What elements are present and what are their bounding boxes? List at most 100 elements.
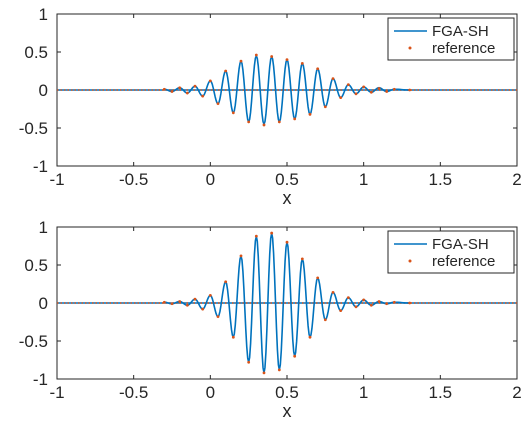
series-point-reference: [346, 83, 350, 87]
x-tick-label: 0.5: [275, 383, 299, 402]
series-point-reference: [208, 79, 212, 83]
series-point-reference: [201, 94, 205, 98]
series-point-reference: [285, 58, 289, 61]
y-tick-label: 0.5: [24, 256, 48, 275]
x-axis-label: x: [283, 401, 292, 421]
x-tick-label: 0: [206, 170, 215, 189]
y-tick-label: 0: [39, 294, 48, 313]
x-tick-label: 1: [359, 383, 368, 402]
series-point-reference: [193, 84, 197, 88]
series-point-reference: [201, 307, 205, 311]
legend-point-swatch: [408, 46, 412, 50]
legend-label-reference: reference: [432, 40, 495, 57]
y-tick-label: 0.5: [24, 43, 48, 62]
y-tick-label: -0.5: [19, 119, 48, 138]
series-point-reference: [270, 231, 274, 235]
series-point-reference: [208, 294, 212, 297]
series-point-reference: [377, 87, 381, 90]
series-point-reference: [185, 91, 189, 95]
series-point-reference: [377, 300, 381, 303]
x-tick-label: 1.5: [429, 383, 453, 402]
series-point-reference: [331, 77, 335, 80]
series-point-reference: [178, 86, 182, 90]
series-point-reference: [277, 120, 281, 124]
x-tick-label: 1.5: [429, 170, 453, 189]
subplot-top: -1 -0.5 0 0.5 1 1.5 2 1 0.5 0 -0.5 -1 x FGA-SHreferen…: [19, 5, 522, 208]
series-point-reference: [308, 112, 312, 116]
series-point-reference: [231, 111, 235, 115]
x-tick-label: 1: [359, 170, 368, 189]
series-point-reference: [392, 87, 396, 91]
legend-point-swatch: [408, 259, 412, 263]
series-point-reference: [323, 105, 327, 109]
series-point-reference: [162, 87, 166, 91]
y-tick-label: -1: [33, 157, 48, 176]
series-point-reference: [170, 90, 174, 93]
series-point-reference: [408, 88, 412, 92]
series-point-reference: [247, 360, 251, 364]
series-point-reference: [316, 67, 320, 71]
series-point-reference: [293, 354, 297, 358]
legend-label-fga-sh: FGA-SH: [432, 236, 489, 253]
x-tick-label: -0.5: [119, 170, 148, 189]
series-point-reference: [308, 335, 312, 339]
series-point-reference: [254, 53, 258, 57]
y-tick-label: -1: [33, 370, 48, 389]
series-point-reference: [362, 298, 366, 302]
series-point-reference: [293, 117, 297, 121]
series-point-reference: [277, 368, 281, 372]
series-point-reference: [369, 90, 373, 94]
series-point-reference: [354, 92, 358, 96]
x-tick-label: -0.5: [119, 383, 148, 402]
y-tick-label: 1: [39, 218, 48, 237]
legend-label-fga-sh: FGA-SH: [432, 23, 489, 40]
legend-box: [387, 230, 515, 274]
series-point-reference: [262, 123, 266, 127]
x-tick-label: 2: [512, 170, 521, 189]
series-point-reference: [369, 303, 373, 307]
series-point-reference: [231, 335, 235, 339]
series-point-reference: [331, 290, 335, 294]
x-axis-label: x: [283, 188, 292, 208]
series-point-reference: [300, 62, 304, 65]
series-point-reference: [316, 276, 320, 280]
series-point-reference: [162, 300, 166, 304]
x-tick-label: 0: [206, 383, 215, 402]
legend-label-reference: reference: [432, 253, 495, 270]
series-point-reference: [354, 305, 358, 309]
series-point-reference: [392, 300, 396, 304]
series-point-reference: [262, 371, 266, 375]
series-point-reference: [362, 85, 366, 89]
y-tick-label: 0: [39, 81, 48, 100]
series-point-reference: [270, 55, 274, 58]
y-tick-label: 1: [39, 5, 48, 24]
series-point-reference: [385, 302, 389, 306]
series-point-reference: [339, 309, 343, 312]
series-point-reference: [185, 303, 189, 307]
series-point-reference: [385, 90, 389, 93]
x-tick-label: -1: [49, 170, 64, 189]
series-point-reference: [339, 96, 343, 99]
subplot-bottom: -1 -0.5 0 0.5 1 1.5 2 1 0.5 0 -0.5 -1 x FGA-SHreferen…: [19, 218, 522, 421]
series-point-reference: [178, 300, 182, 303]
series-point-reference: [216, 102, 220, 106]
series-point-reference: [239, 254, 243, 258]
series-point-reference: [170, 302, 174, 306]
series-point-reference: [300, 257, 304, 261]
x-tick-label: 2: [512, 383, 521, 402]
series-point-reference: [254, 234, 258, 238]
series-point-reference: [224, 280, 228, 284]
x-tick-label: -1: [49, 383, 64, 402]
series-point-reference: [224, 69, 228, 73]
series-point-reference: [247, 120, 251, 124]
y-tick-label: -0.5: [19, 332, 48, 351]
x-tick-label: 0.5: [275, 170, 299, 189]
series-point-reference: [346, 296, 350, 300]
series-point-reference: [285, 240, 289, 244]
series-point-reference: [408, 301, 412, 305]
legend-box: [387, 17, 515, 61]
series-point-reference: [216, 315, 220, 319]
series-point-reference: [323, 318, 327, 322]
series-point-reference: [193, 297, 197, 301]
